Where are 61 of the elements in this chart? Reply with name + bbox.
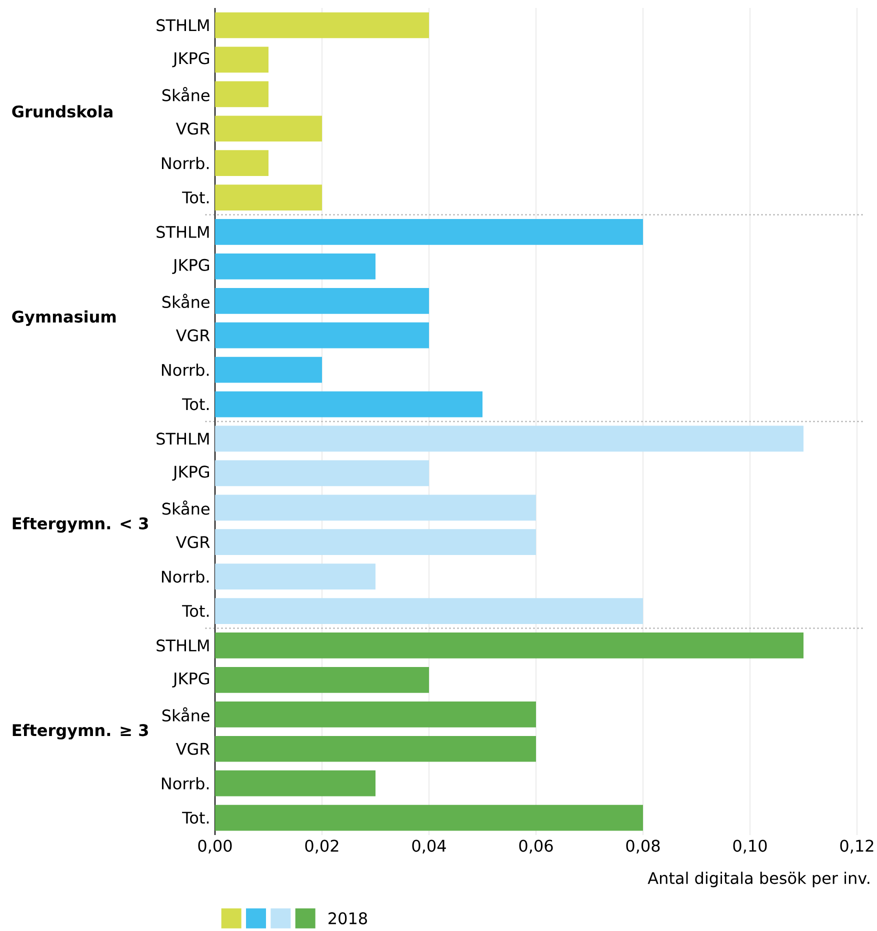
bar: [215, 564, 376, 590]
bar: [215, 288, 429, 314]
y-tick-label: Tot.: [182, 812, 209, 824]
y-tick-label: STHLM: [156, 639, 209, 652]
y-tick-label: Skåne: [162, 87, 210, 102]
bar: [215, 12, 429, 38]
y-tick-label: Norrb.: [162, 570, 209, 583]
bar: [215, 494, 536, 521]
y-tick-label: JKPG: [172, 466, 209, 481]
bar: [215, 81, 268, 108]
y-tick-label: STHLM: [156, 226, 209, 238]
x-tick-label: 0,06: [519, 840, 553, 854]
bar: [215, 116, 322, 142]
y-tick-label: JKPG: [172, 52, 209, 68]
x-tick-label: 0,04: [412, 840, 446, 854]
x-tick-label: 0,08: [626, 840, 660, 854]
y-tick-label: Norrb.: [162, 777, 209, 790]
y-tick-label: VGR: [176, 329, 210, 342]
bar: [215, 356, 322, 383]
x-tick-label: 0,10: [733, 840, 767, 854]
y-tick-label: Tot.: [182, 398, 209, 410]
bar: [215, 426, 804, 452]
y-tick-label: JKPG: [172, 672, 209, 688]
bar: [215, 632, 804, 658]
bar: [215, 770, 376, 796]
bar: [215, 529, 536, 556]
y-tick-label: Skåne: [162, 294, 210, 308]
bar: [215, 391, 482, 418]
x-tick-label: 0,02: [305, 840, 338, 854]
y-tick-label: Norrb.: [162, 156, 209, 170]
x-tick-label: 0,12: [840, 840, 874, 854]
text: Eftergymn. ≥ 3: [12, 724, 148, 740]
bar: [215, 598, 643, 624]
bar: [215, 219, 643, 245]
text: Grundskola: [12, 105, 112, 118]
y-tick-label: STHLM: [156, 19, 209, 32]
y-tick-label: Skåne: [162, 707, 210, 722]
bar: [215, 701, 536, 728]
y-tick-label: JKPG: [172, 258, 209, 274]
text: Eftergymn. < 3: [12, 517, 148, 533]
bar: [215, 667, 429, 693]
bar: [215, 254, 376, 280]
bar: [215, 46, 268, 73]
bar: [215, 804, 643, 831]
x-axis-title: Antal digitala besök per inv.: [648, 872, 870, 888]
bar: [215, 150, 268, 176]
y-tick-label: Tot.: [182, 192, 209, 204]
y-tick-label: Norrb.: [162, 364, 209, 376]
bar: [215, 184, 322, 210]
legend-label: 2018: [328, 912, 367, 924]
y-tick-label: VGR: [176, 536, 210, 548]
bar: [215, 322, 429, 348]
text: Gymnasium: [12, 310, 116, 326]
y-tick-label: Skåne: [162, 500, 210, 515]
bar: [215, 736, 536, 762]
bar: [215, 460, 429, 486]
y-tick-label: Tot.: [182, 605, 209, 617]
y-tick-label: STHLM: [156, 432, 209, 445]
y-tick-label: VGR: [176, 742, 210, 755]
x-tick-label: 0,00: [198, 840, 232, 854]
y-tick-label: VGR: [176, 122, 210, 135]
